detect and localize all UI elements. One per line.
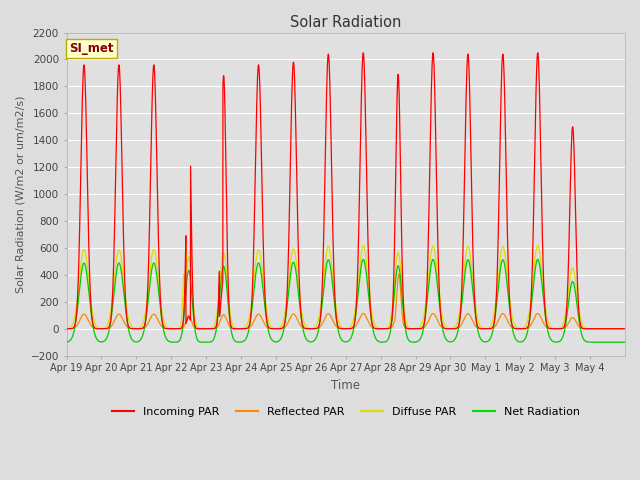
Y-axis label: Solar Radiation (W/m2 or um/m2/s): Solar Radiation (W/m2 or um/m2/s)	[15, 96, 25, 293]
Text: SI_met: SI_met	[69, 42, 114, 55]
Title: Solar Radiation: Solar Radiation	[290, 15, 401, 30]
Legend: Incoming PAR, Reflected PAR, Diffuse PAR, Net Radiation: Incoming PAR, Reflected PAR, Diffuse PAR…	[107, 402, 584, 421]
X-axis label: Time: Time	[332, 379, 360, 392]
